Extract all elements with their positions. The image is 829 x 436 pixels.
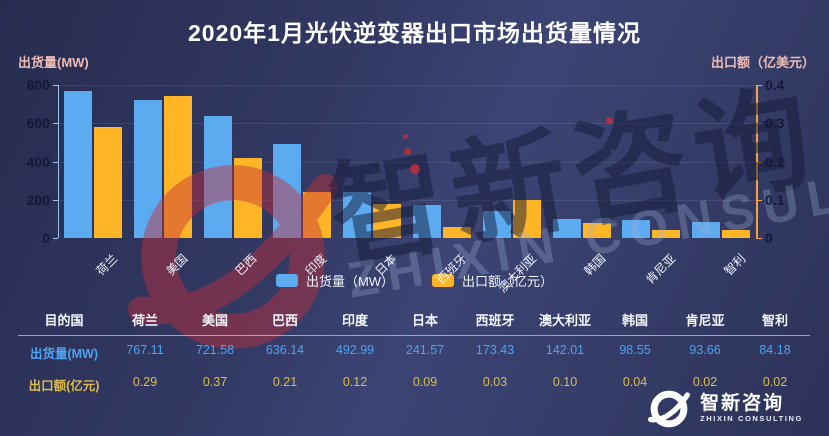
legend-item[interactable]: 出口额（亿元） xyxy=(432,271,553,290)
bar-shipment[interactable] xyxy=(273,143,302,238)
table-cell: 0.02 xyxy=(692,375,718,389)
table-cell: 0.37 xyxy=(202,375,228,389)
watermark-dot xyxy=(606,117,613,124)
bar-export[interactable] xyxy=(93,127,122,238)
table-header-cell: 智利 xyxy=(740,303,810,336)
watermark-dot xyxy=(410,164,420,174)
bar-export[interactable] xyxy=(582,222,611,238)
bar-shipment[interactable] xyxy=(622,220,651,238)
legend-item[interactable]: 出货量（MW） xyxy=(275,271,395,290)
table-row-label: 出货量(MW) xyxy=(29,347,99,361)
bar-shipment[interactable] xyxy=(63,91,92,238)
right-axis-line xyxy=(756,85,758,238)
table-cell: 0.04 xyxy=(622,375,648,389)
bar-export[interactable] xyxy=(442,226,471,238)
left-axis-tick-mark xyxy=(53,85,58,86)
right-axis-tick-label: 0.2 xyxy=(765,153,785,170)
bar-shipment[interactable] xyxy=(552,219,581,238)
table-cell: 93.66 xyxy=(689,343,721,357)
left-axis-line xyxy=(58,85,59,238)
table-header-cell: 澳大利亚 xyxy=(530,303,600,336)
table-cell: 0.29 xyxy=(132,375,158,389)
bar-export[interactable] xyxy=(303,192,332,238)
table-cell: 0.09 xyxy=(412,375,438,389)
logo-text-cn: 智新咨询 xyxy=(700,393,785,414)
bar-export[interactable] xyxy=(652,230,681,238)
table-cell: 142.01 xyxy=(545,343,585,357)
grid-line xyxy=(58,199,756,201)
left-axis-tick-label: 200 xyxy=(26,191,50,208)
left-axis-tick-label: 600 xyxy=(26,115,50,132)
right-axis-tick-label: 0.4 xyxy=(765,77,785,93)
legend-label: 出口额（亿元） xyxy=(462,274,554,289)
grid-line xyxy=(58,85,756,86)
right-axis-tick-mark xyxy=(756,238,762,239)
left-axis-tick-label: 0 xyxy=(42,230,50,246)
legend-swatch xyxy=(432,274,455,287)
table-cell: 0.12 xyxy=(342,375,368,389)
left-axis-tick-mark xyxy=(53,238,58,239)
right-axis-tick-mark xyxy=(756,161,762,163)
table-header-cell: 西班牙 xyxy=(460,303,530,336)
left-axis-tick-mark xyxy=(53,161,58,163)
table-header-cell: 巴西 xyxy=(250,303,320,336)
legend-swatch xyxy=(275,274,298,287)
bar-shipment[interactable] xyxy=(133,99,162,238)
left-axis-tick-mark xyxy=(53,199,58,201)
right-axis-title: 出口额（亿美元） xyxy=(710,55,815,70)
bar-shipment[interactable] xyxy=(412,204,441,238)
bar-export[interactable] xyxy=(722,230,751,238)
table-cell: 492.99 xyxy=(335,343,375,357)
table-cell: 767.11 xyxy=(126,343,164,357)
table-cell: 0.10 xyxy=(552,375,578,389)
table-cell: 173.43 xyxy=(475,343,515,357)
left-axis-tick-label: 800 xyxy=(26,77,50,93)
table-header-cell: 荷兰 xyxy=(110,303,180,336)
logo-text-en: ZHIXIN CONSULTING xyxy=(700,414,803,423)
brand-logo: 智新咨询 ZHIXIN CONSULTING xyxy=(648,388,803,430)
bar-shipment[interactable] xyxy=(203,116,232,238)
table-cell: 98.55 xyxy=(619,343,651,357)
right-axis-tick-mark xyxy=(756,123,762,125)
table-header-cell: 美国 xyxy=(180,303,250,336)
left-axis-tick-label: 400 xyxy=(26,153,50,170)
right-axis-tick-mark xyxy=(756,85,762,86)
right-axis-tick-mark xyxy=(756,199,762,201)
left-axis-title: 出货量(MW) xyxy=(18,55,89,70)
grid-line xyxy=(58,123,756,125)
data-table: 目的国 荷兰 美国 巴西 印度 日本 西班牙 澳大利亚 韩国 肯尼亚 智利出货量(MW) 767.11… xyxy=(18,303,810,400)
bar-export[interactable] xyxy=(233,157,262,238)
watermark-dot xyxy=(404,148,411,155)
bar-shipment[interactable] xyxy=(482,210,511,238)
table-header-cell: 目的国 xyxy=(18,303,110,336)
table-row-label: 出口额(亿元) xyxy=(28,379,100,393)
logo-icon xyxy=(648,390,691,428)
page-title: 2020年1月光伏逆变器出口市场出货量情况 xyxy=(188,20,641,46)
table-cell: 84.18 xyxy=(759,343,791,357)
table-header-cell: 韩国 xyxy=(600,303,670,336)
right-axis-tick-label: 0.1 xyxy=(765,191,785,208)
right-axis-tick-label: 0 xyxy=(765,230,773,246)
right-axis-tick-label: 0.3 xyxy=(765,115,785,132)
chart-legend: 出货量（MW） 出口额（亿元） xyxy=(0,271,829,290)
bar-export[interactable] xyxy=(373,203,402,238)
table-header-cell: 印度 xyxy=(320,303,390,336)
bar-export[interactable] xyxy=(163,96,192,238)
table-header-cell: 肯尼亚 xyxy=(670,303,740,336)
table-cell: 636.14 xyxy=(265,343,305,357)
legend-label: 出货量（MW） xyxy=(305,274,395,289)
watermark-dot xyxy=(403,134,408,139)
table-cell: 0.03 xyxy=(482,375,508,389)
grid-line xyxy=(58,161,756,163)
table-cell: 721.58 xyxy=(195,343,235,357)
table-cell: 0.02 xyxy=(762,375,788,389)
table-header-cell: 日本 xyxy=(390,303,460,336)
bar-shipment[interactable] xyxy=(343,191,372,238)
table-cell: 0.21 xyxy=(272,375,298,389)
bar-shipment[interactable] xyxy=(692,221,721,238)
table-cell: 241.57 xyxy=(405,343,445,357)
bar-export[interactable] xyxy=(512,199,541,238)
left-axis-tick-mark xyxy=(53,123,58,125)
